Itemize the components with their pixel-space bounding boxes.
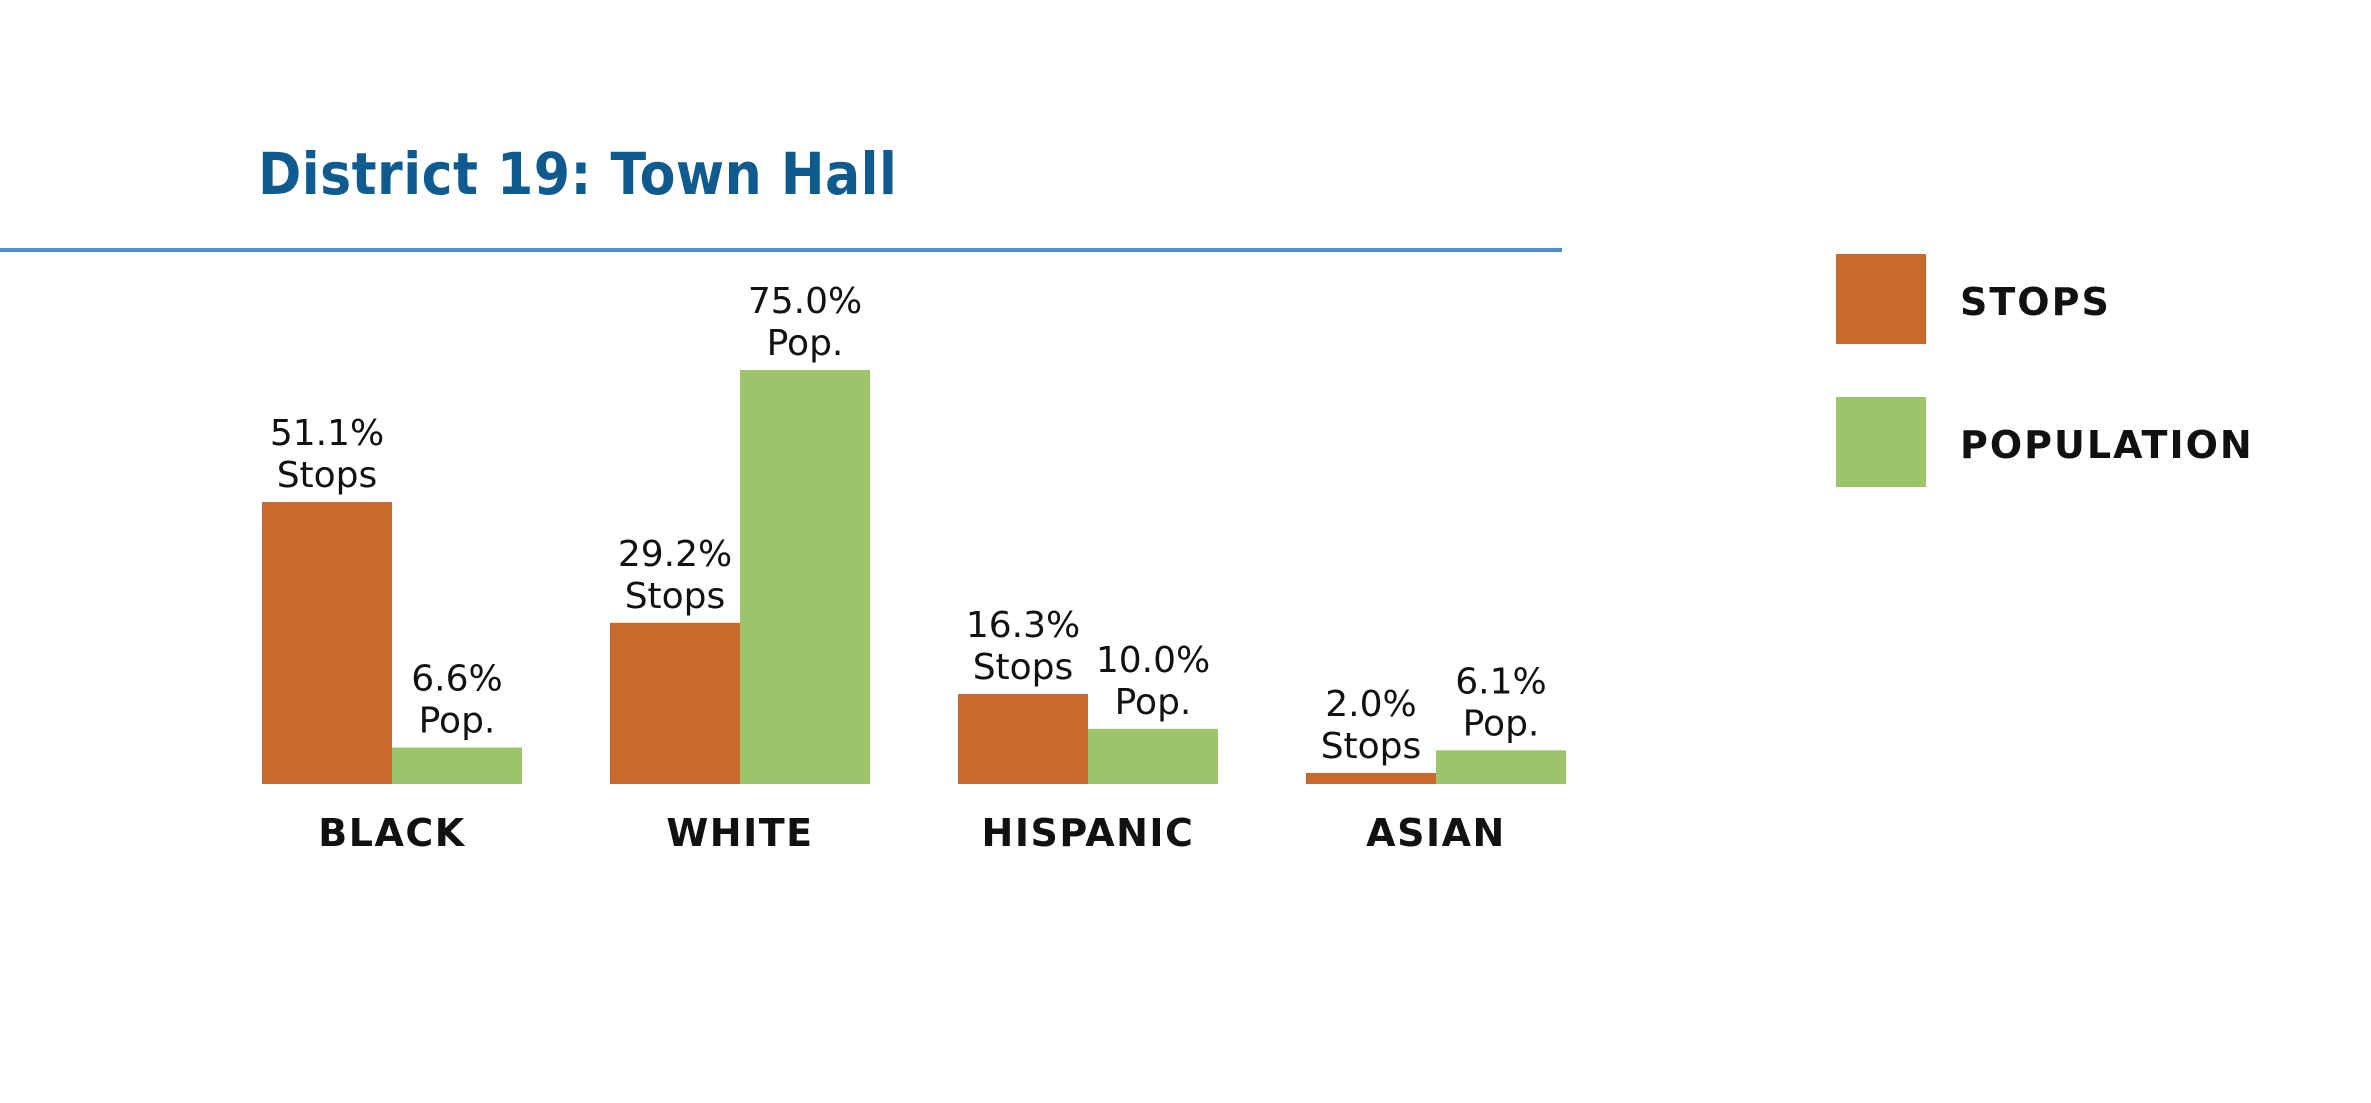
legend-swatch-stops <box>1836 254 1926 344</box>
category-label-black: BLACK <box>318 811 465 855</box>
bar-population-white <box>740 370 870 784</box>
chart-title: District 19: Town Hall <box>258 140 898 208</box>
bar-stops-black <box>262 501 392 784</box>
data-label-stops-hispanic: 16.3% <box>966 605 1080 646</box>
data-label-stops-asian: 2.0% <box>1325 684 1416 725</box>
bar-population-asian <box>1436 750 1566 784</box>
data-label-stops-white: 29.2% <box>618 534 732 575</box>
title-rule <box>0 248 1562 252</box>
data-label-suffix-stops-black: Stops <box>277 455 378 496</box>
data-label-suffix-stops-white: Stops <box>625 576 726 617</box>
bar-population-black <box>392 747 522 784</box>
bar-population-hispanic <box>1088 728 1218 784</box>
data-label-suffix-population-hispanic: Pop. <box>1115 682 1192 723</box>
legend-label-population: POPULATION <box>1960 423 2254 467</box>
data-label-suffix-population-white: Pop. <box>767 323 844 364</box>
data-label-population-white: 75.0% <box>748 281 862 322</box>
data-label-population-asian: 6.1% <box>1455 661 1546 702</box>
data-label-population-hispanic: 10.0% <box>1096 640 1210 681</box>
data-label-suffix-stops-hispanic: Stops <box>973 647 1074 688</box>
category-label-hispanic: HISPANIC <box>982 811 1195 855</box>
data-label-stops-black: 51.1% <box>270 413 384 454</box>
category-label-white: WHITE <box>666 811 813 855</box>
bar-stops-asian <box>1306 772 1436 784</box>
legend-label-stops: STOPS <box>1960 280 2111 324</box>
data-label-suffix-population-black: Pop. <box>419 701 496 742</box>
bar-stops-hispanic <box>958 694 1088 784</box>
bar-stops-white <box>610 622 740 784</box>
bar-chart: 51.1%Stops6.6%Pop.29.2%Stops75.0%Pop.16.… <box>262 281 1566 855</box>
data-label-population-black: 6.6% <box>411 659 502 700</box>
data-label-suffix-population-asian: Pop. <box>1463 703 1540 744</box>
category-label-asian: ASIAN <box>1366 811 1506 855</box>
legend-swatch-population <box>1836 397 1926 487</box>
data-label-suffix-stops-asian: Stops <box>1321 726 1422 767</box>
